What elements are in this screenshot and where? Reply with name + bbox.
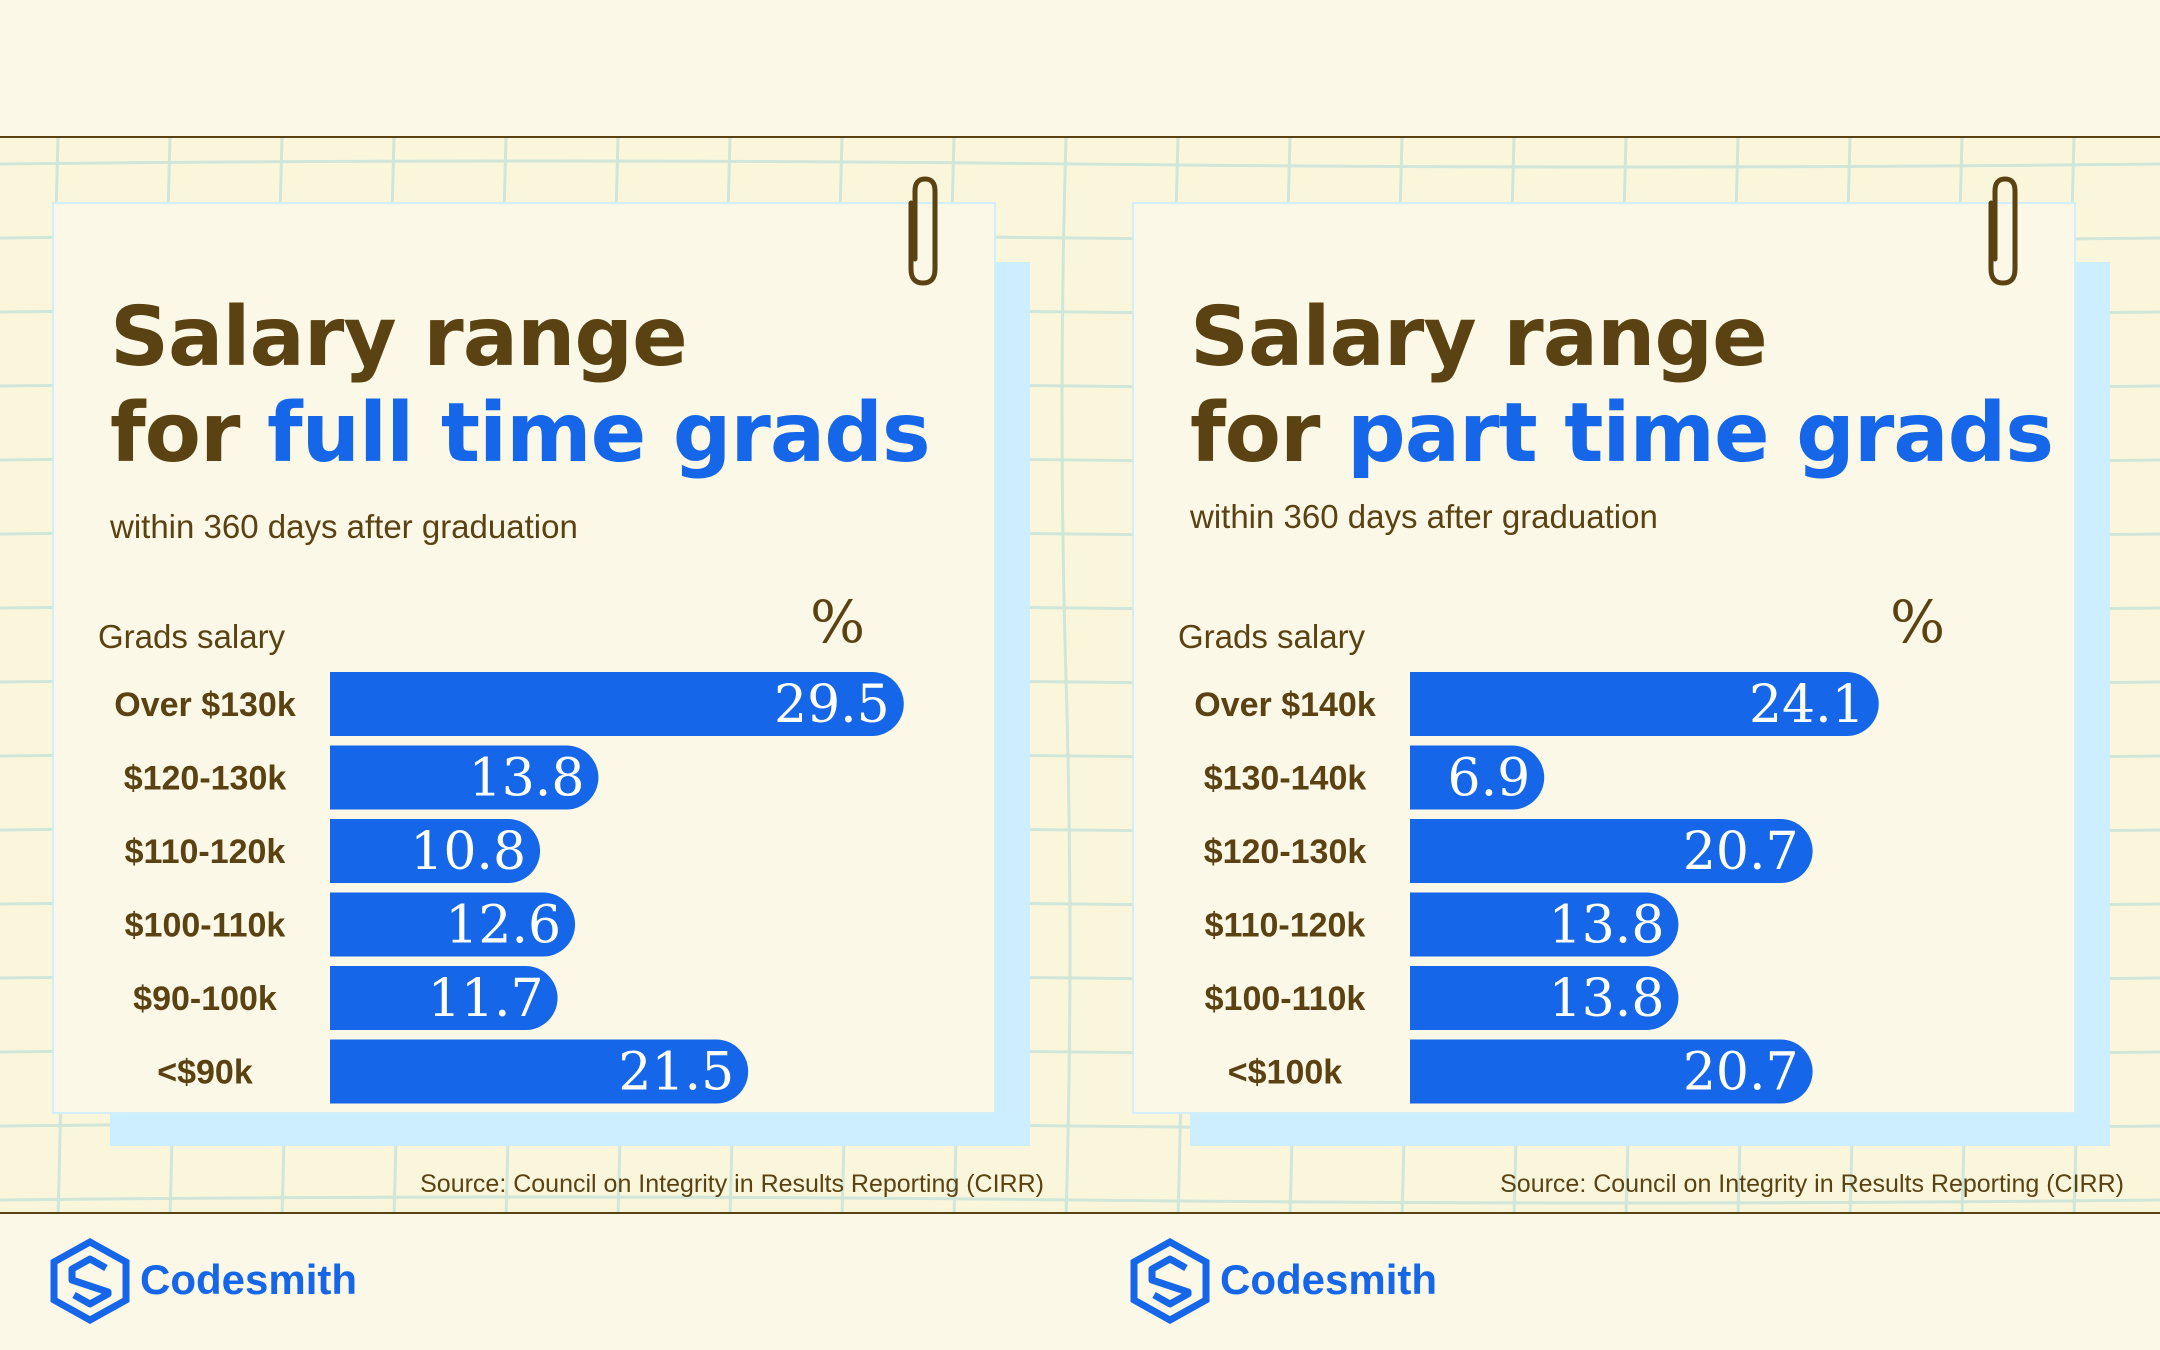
value-axis-label: %: [810, 588, 866, 656]
category-axis-label: Grads salary: [98, 618, 286, 655]
bar: [1410, 892, 1679, 957]
bar: [330, 966, 558, 1030]
bar-chart: Over $140k 24.1 $130-140k 6.9 $120-130k 20.7 $…: [1194, 672, 1879, 1104]
bar: [330, 1039, 749, 1104]
data-label: 20.7: [1683, 822, 1799, 882]
bar-chart: Over $130k 29.5 $120-130k 13.8 $110-120k 10.8…: [114, 672, 904, 1104]
category-axis-label: Grads salary: [1178, 618, 1366, 655]
category-label: Over $130k: [114, 686, 296, 724]
title-line-1: Salary range: [1190, 290, 1768, 385]
title-highlight: part time grads: [1347, 386, 2054, 481]
data-label: 11.7: [428, 969, 544, 1029]
category-label: $100-110k: [1205, 980, 1366, 1018]
panel-full-time: Salary range for full time grads within …: [0, 0, 1080, 1324]
category-label: $130-140k: [1204, 760, 1367, 798]
bar: [330, 819, 541, 883]
source-note: Source: Council on Integrity in Results …: [420, 1170, 1044, 1198]
data-label: 13.8: [1549, 969, 1665, 1029]
category-label: <$100k: [1228, 1054, 1342, 1092]
chart-title: Salary range for part time grads: [1190, 290, 2054, 482]
bar: [1410, 745, 1545, 810]
chart-title: Salary range for full time grads: [110, 290, 931, 482]
codesmith-logo-icon: [50, 1238, 130, 1324]
data-label: 29.5: [774, 675, 890, 735]
codesmith-logo-icon: [1130, 1238, 1210, 1324]
bar: [1410, 1039, 1813, 1104]
category-label: Over $140k: [1194, 686, 1376, 724]
bar: [330, 672, 904, 736]
chart-subtitle: within 360 days after graduation: [110, 508, 578, 545]
brand-name: Codesmith: [140, 1256, 358, 1303]
source-note: Source: Council on Integrity in Results …: [1500, 1170, 2124, 1198]
title-highlight: full time grads: [267, 386, 931, 481]
data-label: 13.8: [1549, 896, 1665, 956]
chart-subtitle: within 360 days after graduation: [1190, 498, 1658, 535]
category-label: $100-110k: [125, 907, 286, 945]
paperclip-icon: [1988, 176, 2018, 286]
category-label: $90-100k: [133, 980, 277, 1018]
paperclip-icon: [908, 176, 938, 286]
data-label: 20.7: [1683, 1043, 1799, 1103]
bar: [330, 745, 599, 810]
bar: [1410, 819, 1813, 883]
category-label: $120-130k: [1204, 833, 1367, 871]
title-line-1: Salary range: [110, 290, 688, 385]
category-label: <$90k: [157, 1054, 253, 1092]
category-label: $120-130k: [124, 760, 287, 798]
bar: [1410, 672, 1879, 736]
title-line-2-prefix: for: [1190, 386, 1347, 481]
bar: [1410, 966, 1679, 1030]
category-label: $110-120k: [1205, 907, 1366, 945]
card: [1132, 202, 2076, 1114]
value-axis-label: %: [1890, 588, 1946, 656]
data-label: 12.6: [445, 896, 561, 956]
card: [52, 202, 996, 1114]
data-label: 13.8: [469, 749, 585, 809]
data-label: 6.9: [1448, 749, 1531, 809]
brand-name: Codesmith: [1220, 1256, 1438, 1303]
data-label: 24.1: [1749, 675, 1865, 735]
category-label: $110-120k: [125, 833, 286, 871]
data-label: 10.8: [410, 822, 526, 882]
title-line-2-prefix: for: [110, 386, 267, 481]
panel-part-time: Salary range for part time grads within …: [1080, 0, 2160, 1324]
data-label: 21.5: [618, 1043, 734, 1103]
bar: [330, 892, 576, 957]
